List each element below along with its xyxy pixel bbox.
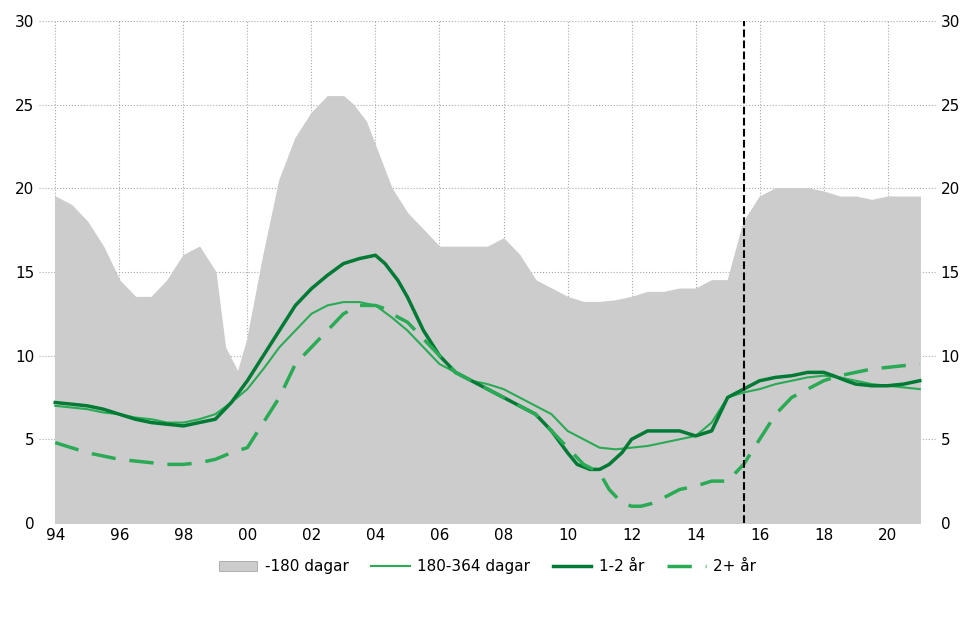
Legend: -180 dagar, 180-364 dagar, 1-2 år, 2+ år: -180 dagar, 180-364 dagar, 1-2 år, 2+ år	[213, 553, 762, 581]
